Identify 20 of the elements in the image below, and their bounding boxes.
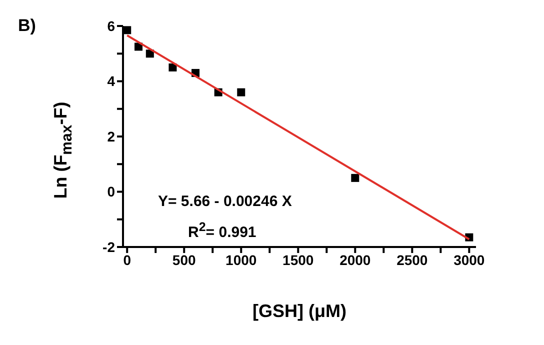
point (237, 88, 246, 96)
x-tick-label: 1000 (226, 252, 257, 268)
annotation: Y= 5.66 - 0.00246 X (158, 193, 292, 210)
x-tick-label: 3000 (454, 252, 485, 268)
y-tick-label: 2 (107, 128, 116, 144)
point (351, 174, 360, 182)
x-tick-label: 2500 (396, 252, 428, 268)
y-tick-label: 0 (107, 184, 116, 200)
x-tick-label: 0 (123, 252, 132, 268)
y-tick-label: 4 (107, 73, 116, 90)
x-tick-label: 500 (172, 252, 196, 268)
x-tick-label: 1500 (282, 252, 314, 268)
y-tick-label: -2 (102, 238, 116, 255)
x-tick-label: 2000 (340, 252, 371, 268)
y-tick-label: 6 (107, 18, 116, 34)
text: B) (18, 16, 36, 36)
point (123, 26, 132, 34)
point (168, 63, 177, 72)
x-axis-title: [GSH] (μM) (252, 301, 348, 322)
annotation: R$^{2}$= 0.991 (188, 220, 256, 241)
